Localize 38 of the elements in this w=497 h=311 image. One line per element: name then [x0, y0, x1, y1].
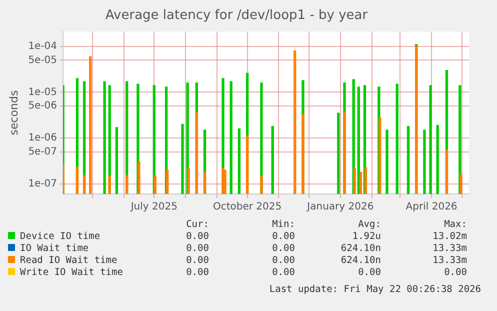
text: Cur:	[185, 218, 209, 230]
y-tick-label: 1e-04	[28, 40, 58, 52]
text: 13.02m	[432, 230, 467, 242]
x-tick-label: January 2026	[306, 202, 374, 213]
y-tick-label: 5e-05	[28, 54, 58, 66]
y-tick-label: 1e-07	[28, 178, 58, 190]
text: Max:	[443, 218, 467, 230]
y-tick-label: 5e-07	[28, 146, 58, 158]
y-axis-title: seconds	[7, 90, 20, 136]
legend-label: Read IO Wait time	[19, 254, 118, 266]
y-tick-label: 1e-05	[28, 86, 58, 98]
text: 0.00	[271, 266, 295, 278]
y-tick-label: 1e-06	[28, 132, 58, 144]
text: 624.10n	[340, 242, 381, 254]
text: 0.00	[443, 266, 467, 278]
text: 0.00	[271, 242, 295, 254]
legend-label: Device IO time	[19, 230, 102, 242]
text: Min:	[271, 218, 295, 230]
legend-label: Write IO Wait time	[19, 266, 123, 278]
x-tick-label: July 2025	[130, 202, 178, 213]
text: 0.00	[271, 254, 295, 266]
x-tick-label: October 2025	[212, 202, 282, 213]
chart-title: Average latency for /dev/loop1 - by year	[105, 8, 368, 24]
text: 624.10n	[340, 254, 381, 266]
text: Last update: Fri May 22 00:26:38 2026	[269, 284, 481, 295]
x-tick-label: April 2026	[406, 202, 458, 213]
text: 0.00	[357, 266, 381, 278]
text: 0.00	[185, 254, 209, 266]
text: 13.33m	[432, 254, 467, 266]
y-tick-label: 5e-06	[28, 100, 58, 112]
text: 13.33m	[432, 242, 467, 254]
text: Avg:	[357, 218, 381, 230]
text: 0.00	[185, 230, 209, 242]
text: 0.00	[185, 266, 209, 278]
text: 0.00	[185, 242, 209, 254]
text: 0.00	[271, 230, 295, 242]
legend-label: IO Wait time	[19, 242, 90, 254]
text: 1.92u	[351, 230, 381, 242]
